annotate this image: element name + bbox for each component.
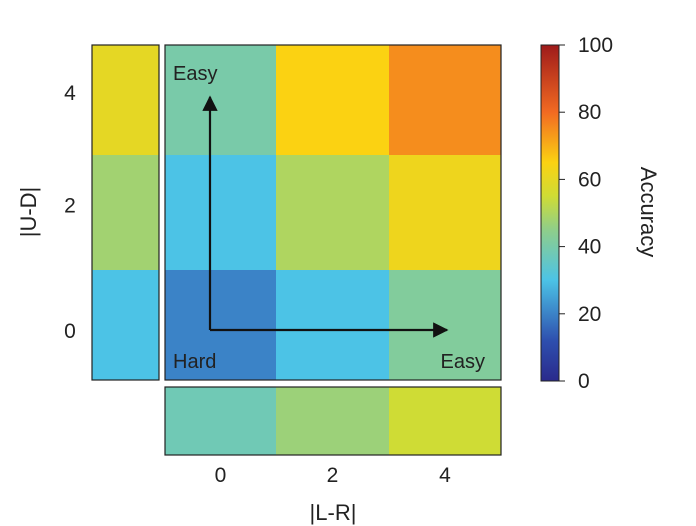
x-tick-label: 4 [439,464,451,487]
x-tick-labels: 0 2 4 [215,464,452,487]
heatmap-cell [276,45,389,155]
hard-label: Hard [173,351,216,373]
colorbar: 0 20 40 60 80 100 [540,34,613,393]
y-tick-label: 2 [64,195,76,218]
easy-right-label: Easy [441,351,485,373]
left-marginal-cell [92,155,159,270]
x-axis-label: |L-R| [310,500,357,525]
bottom-marginal-frame [164,386,502,456]
colorbar-tick-label: 80 [578,101,601,124]
left-marginal-heatmap [91,44,160,381]
difficulty-arrows [202,95,449,338]
main-heatmap-frame [164,44,502,381]
heatmap-cell [389,45,501,155]
bottom-marginal-cell [165,387,276,455]
main-heatmap [164,44,502,381]
easy-top-label: Easy [173,63,217,85]
colorbar-tick-label: 60 [578,168,601,191]
y-tick-labels: 0 2 4 [64,82,76,343]
heatmap-cell [165,155,276,270]
y-tick-label: 0 [64,320,76,343]
heatmap-cell [389,155,501,270]
heatmap-cell [165,45,276,155]
colorbar-ticks: 0 20 40 60 80 100 [559,34,613,393]
heatmap-cell [276,155,389,270]
x-tick-label: 0 [215,464,227,487]
left-marginal-cell [92,270,159,380]
heatmap-cell [165,270,276,380]
colorbar-tick-label: 20 [578,303,601,326]
colorbar-tick-label: 40 [578,236,601,259]
bottom-marginal-heatmap [164,386,502,456]
colorbar-tick-label: 100 [578,34,613,57]
colorbar-gradient [540,44,560,382]
colorbar-tick-label: 0 [578,370,590,393]
x-tick-label: 2 [327,464,339,487]
colorbar-label: Accuracy [636,167,661,257]
left-marginal-cell [92,45,159,155]
y-tick-label: 4 [64,82,76,105]
bottom-marginal-cell [276,387,389,455]
bottom-marginal-cell [389,387,501,455]
heatmap-cell [276,270,389,380]
y-axis-label: |U-D| [16,187,41,238]
left-marginal-frame [91,44,160,381]
